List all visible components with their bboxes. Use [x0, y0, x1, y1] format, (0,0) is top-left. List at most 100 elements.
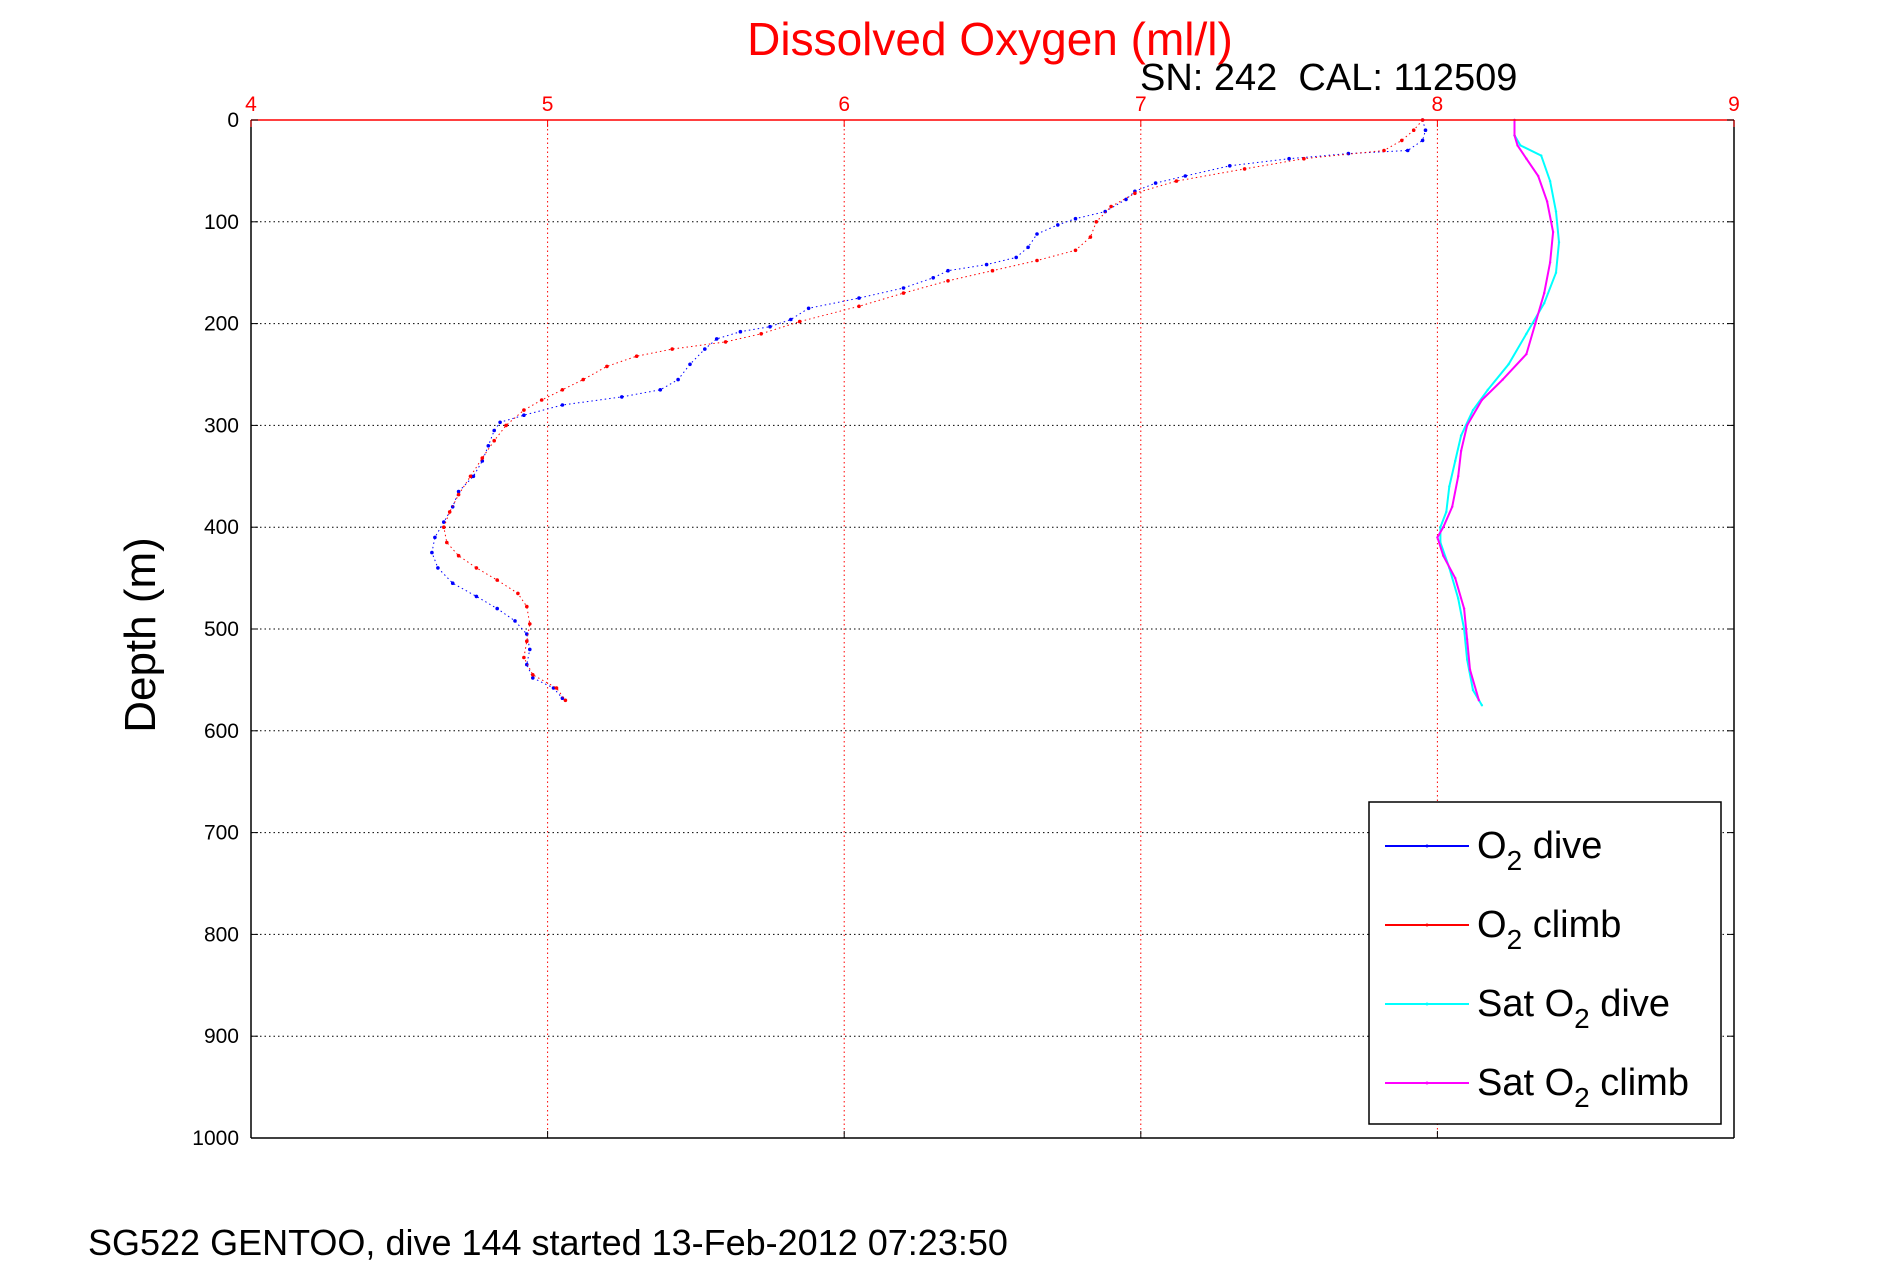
data-point	[1534, 322, 1537, 325]
data-point	[1486, 388, 1490, 391]
data-point	[1545, 200, 1549, 203]
legend-marker	[1425, 1002, 1429, 1006]
data-point	[522, 413, 526, 418]
data-point	[516, 591, 520, 596]
data-point	[901, 286, 906, 290]
data-point	[670, 347, 674, 351]
data-point	[456, 492, 461, 497]
x-tick-label: 6	[838, 93, 850, 116]
data-point	[1451, 505, 1454, 508]
data-point	[1174, 179, 1179, 183]
data-point	[1543, 302, 1546, 305]
data-point	[1462, 607, 1466, 610]
data-point	[1525, 352, 1528, 356]
data-point	[931, 276, 935, 280]
data-point	[1405, 148, 1410, 153]
legend-entry: O2 climb	[1385, 904, 1621, 955]
data-point	[1346, 151, 1351, 156]
data-point	[1543, 291, 1546, 295]
data-point	[525, 639, 529, 643]
x-tick-label: 7	[1135, 93, 1147, 116]
data-point	[984, 262, 989, 267]
data-point	[554, 686, 559, 690]
data-point	[1400, 138, 1404, 143]
y-axis-ticks: 0 100 200 300 400 500 600 700 800 900 1000	[192, 109, 1734, 1150]
data-point	[759, 332, 763, 336]
legend-label: Sat O2 climb	[1477, 1062, 1689, 1113]
data-point	[1525, 332, 1528, 335]
data-point	[1468, 668, 1472, 671]
y-tick-label: 500	[204, 618, 239, 641]
data-point	[1088, 235, 1093, 239]
series-o2-climb	[442, 118, 1425, 703]
data-point	[1480, 704, 1484, 707]
y-tick-label: 400	[204, 516, 239, 539]
data-point	[560, 403, 565, 407]
data-point	[946, 279, 950, 283]
data-point	[1459, 449, 1463, 453]
data-point	[1554, 210, 1558, 213]
data-point	[539, 398, 544, 402]
legend-entry: O2 dive	[1385, 825, 1602, 876]
data-point	[1519, 144, 1522, 147]
data-point	[1465, 658, 1469, 661]
legend-label: O2 climb	[1477, 904, 1621, 955]
data-point	[1420, 138, 1425, 143]
data-point	[1026, 245, 1030, 250]
data-point	[1548, 261, 1552, 264]
data-point	[1471, 688, 1475, 692]
data-point	[450, 581, 455, 585]
data-point	[1507, 363, 1510, 366]
chart-title: Dissolved Oxygen (ml/l)	[747, 13, 1233, 65]
data-point	[1459, 434, 1463, 437]
data-point	[1073, 248, 1078, 253]
data-point	[676, 377, 680, 382]
y-tick-label: 0	[227, 109, 239, 132]
data-point	[1094, 220, 1099, 224]
data-point	[525, 604, 529, 609]
data-point	[1382, 148, 1386, 153]
x-tick-label: 9	[1728, 93, 1740, 116]
data-point	[688, 362, 692, 367]
data-point	[436, 566, 440, 570]
data-point	[1183, 174, 1188, 178]
data-point	[468, 474, 473, 479]
data-point	[723, 340, 728, 344]
data-point	[620, 395, 624, 399]
data-point	[471, 474, 476, 479]
data-point	[504, 423, 508, 428]
data-point	[1302, 156, 1306, 161]
data-point	[456, 489, 461, 494]
data-point	[1228, 164, 1232, 168]
y-tick-label: 200	[204, 313, 239, 336]
y-tick-label: 700	[204, 822, 239, 845]
data-point	[1242, 167, 1247, 171]
data-point	[486, 444, 491, 448]
data-point	[1153, 181, 1158, 185]
x-tick-label: 5	[542, 93, 554, 116]
data-point	[430, 550, 434, 555]
data-point	[1480, 398, 1484, 402]
data-point	[1557, 241, 1561, 244]
data-point	[474, 594, 479, 599]
data-point	[1457, 597, 1460, 600]
y-tick-label: 900	[204, 1025, 239, 1048]
data-point	[495, 606, 500, 611]
dive-info-footer: SG522 GENTOO, dive 144 started 13-Feb-20…	[88, 1222, 1008, 1262]
data-point	[901, 291, 906, 295]
data-point	[1537, 174, 1540, 178]
data-point	[1513, 134, 1516, 137]
data-point	[1056, 223, 1060, 227]
data-point	[1014, 255, 1018, 260]
data-point	[498, 420, 502, 425]
grid-lines	[251, 120, 1734, 1138]
y-tick-label: 600	[204, 720, 239, 743]
data-point	[738, 329, 743, 334]
data-point	[1124, 197, 1128, 202]
y-tick-label: 100	[204, 211, 239, 234]
data-point	[1465, 638, 1469, 641]
data-point	[1109, 204, 1113, 209]
legend-marker	[1425, 923, 1429, 927]
data-point	[1103, 209, 1107, 214]
legend-label: O2 dive	[1477, 825, 1602, 876]
